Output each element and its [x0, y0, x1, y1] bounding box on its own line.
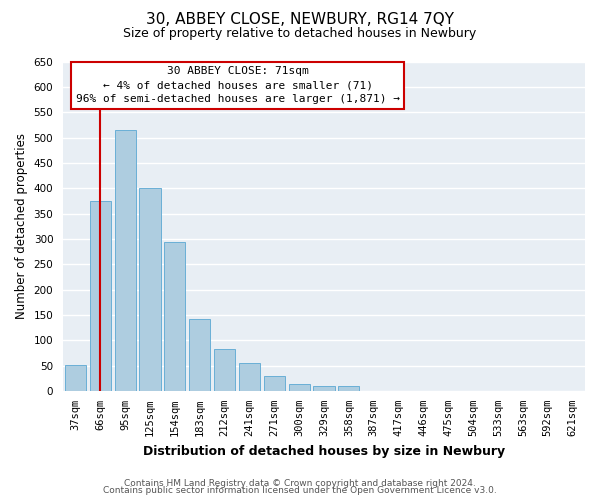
- Bar: [65, 364, 86, 391]
- Bar: [115, 130, 136, 391]
- Bar: [239, 363, 260, 391]
- Y-axis label: Number of detached properties: Number of detached properties: [15, 134, 28, 320]
- Bar: [139, 188, 161, 391]
- Text: Contains HM Land Registry data © Crown copyright and database right 2024.: Contains HM Land Registry data © Crown c…: [124, 478, 476, 488]
- Text: 30, ABBEY CLOSE, NEWBURY, RG14 7QY: 30, ABBEY CLOSE, NEWBURY, RG14 7QY: [146, 12, 454, 28]
- Text: Contains public sector information licensed under the Open Government Licence v3: Contains public sector information licen…: [103, 486, 497, 495]
- X-axis label: Distribution of detached houses by size in Newbury: Distribution of detached houses by size …: [143, 444, 505, 458]
- Bar: [289, 384, 310, 391]
- Text: Size of property relative to detached houses in Newbury: Size of property relative to detached ho…: [124, 28, 476, 40]
- Bar: [189, 318, 210, 391]
- Text: 30 ABBEY CLOSE: 71sqm
← 4% of detached houses are smaller (71)
96% of semi-detac: 30 ABBEY CLOSE: 71sqm ← 4% of detached h…: [76, 66, 400, 104]
- Bar: [164, 242, 185, 391]
- Bar: [313, 386, 335, 391]
- Bar: [338, 386, 359, 391]
- Bar: [214, 350, 235, 391]
- Bar: [90, 201, 111, 391]
- Bar: [264, 376, 285, 391]
